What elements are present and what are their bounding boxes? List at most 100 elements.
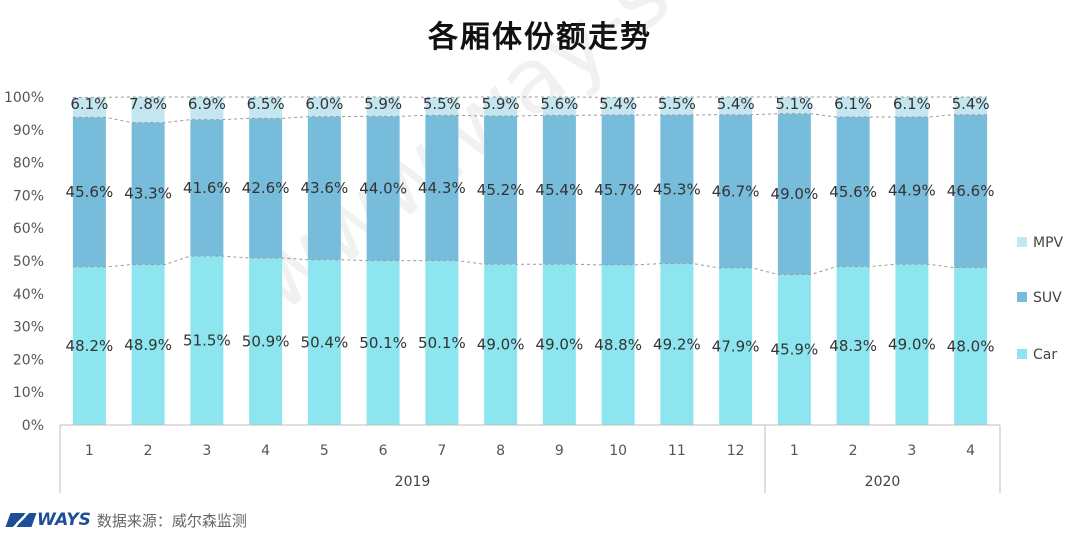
logo-text: WAYS bbox=[37, 510, 91, 530]
data-label-mpv: 5.4% bbox=[599, 95, 637, 113]
data-label-car: 50.1% bbox=[359, 334, 407, 352]
bar-suv bbox=[895, 117, 929, 265]
bar-mpv bbox=[249, 97, 283, 119]
data-label-suv: 41.6% bbox=[183, 179, 231, 197]
x-tick-label: 5 bbox=[320, 443, 329, 459]
x-tick-label: 8 bbox=[496, 443, 505, 459]
x-tick-label: 2 bbox=[849, 443, 858, 459]
bar-suv bbox=[542, 115, 576, 265]
x-tick-label: 6 bbox=[379, 443, 388, 459]
data-label-mpv: 6.1% bbox=[834, 95, 872, 113]
bar-car bbox=[719, 267, 753, 425]
footer: WAYS 数据来源：威尔森监测 bbox=[5, 507, 247, 533]
data-label-car: 49.0% bbox=[536, 336, 584, 354]
data-label-car: 48.3% bbox=[829, 337, 877, 355]
data-label-mpv: 5.5% bbox=[423, 95, 461, 113]
data-label-car: 51.5% bbox=[183, 332, 231, 350]
data-label-suv: 44.0% bbox=[359, 180, 407, 198]
bar-car bbox=[307, 259, 341, 425]
y-tick-label: 30% bbox=[13, 320, 44, 336]
data-label-suv: 49.0% bbox=[771, 185, 819, 203]
x-tick-label: 7 bbox=[437, 443, 446, 459]
boundary-line-suv bbox=[72, 113, 988, 124]
bar-suv bbox=[660, 115, 694, 264]
data-label-suv: 45.2% bbox=[477, 181, 525, 199]
data-label-mpv: 6.9% bbox=[188, 95, 226, 113]
data-label-suv: 43.3% bbox=[124, 185, 172, 203]
data-label-mpv: 5.1% bbox=[775, 95, 813, 113]
data-label-mpv: 5.9% bbox=[364, 95, 402, 113]
data-label-suv: 44.9% bbox=[888, 182, 936, 200]
bar-car bbox=[954, 267, 988, 425]
x-tick-label: 10 bbox=[609, 443, 627, 459]
x-tick-label: 3 bbox=[202, 443, 211, 459]
data-label-car: 50.9% bbox=[242, 333, 290, 351]
data-label-mpv: 5.5% bbox=[658, 95, 696, 113]
legend-label-suv: SUV bbox=[1033, 290, 1062, 306]
data-label-car: 47.9% bbox=[712, 337, 760, 355]
bar-suv bbox=[954, 114, 988, 268]
legend-label-car: Car bbox=[1033, 347, 1057, 363]
data-label-suv: 45.4% bbox=[536, 181, 584, 199]
data-label-mpv: 5.9% bbox=[482, 95, 520, 113]
bar-suv bbox=[366, 116, 400, 261]
y-tick-label: 40% bbox=[13, 287, 44, 303]
bar-mpv bbox=[777, 97, 811, 114]
bar-suv bbox=[484, 116, 518, 265]
bar-suv bbox=[307, 116, 341, 260]
data-label-mpv: 5.4% bbox=[717, 95, 755, 113]
y-tick-label: 70% bbox=[13, 188, 44, 204]
x-tick-label: 2 bbox=[144, 443, 153, 459]
boundary-line-car bbox=[72, 255, 988, 275]
bar-suv bbox=[425, 115, 459, 261]
bar-mpv bbox=[954, 97, 988, 115]
bar-car bbox=[131, 264, 165, 425]
x-group-label: 2020 bbox=[865, 474, 901, 490]
y-tick-label: 100% bbox=[4, 90, 44, 106]
bar-suv bbox=[249, 118, 283, 259]
data-label-suv: 45.3% bbox=[653, 180, 701, 198]
y-tick-label: 0% bbox=[22, 418, 44, 434]
bar-suv bbox=[601, 115, 635, 265]
data-label-car: 48.8% bbox=[594, 336, 642, 354]
bar-suv bbox=[131, 122, 165, 265]
data-label-car: 50.4% bbox=[301, 333, 349, 351]
bar-mpv bbox=[601, 97, 635, 116]
x-tick-label: 11 bbox=[668, 443, 686, 459]
bar-mpv bbox=[836, 97, 870, 118]
y-tick-label: 10% bbox=[13, 385, 44, 401]
data-label-car: 48.0% bbox=[947, 337, 995, 355]
data-label-car: 48.2% bbox=[66, 337, 114, 355]
source-text: 数据来源：威尔森监测 bbox=[96, 511, 247, 530]
bar-car bbox=[660, 263, 694, 425]
x-tick-label: 9 bbox=[555, 443, 564, 459]
data-label-mpv: 6.1% bbox=[70, 95, 108, 113]
bar-mpv bbox=[307, 97, 341, 117]
bar-car bbox=[425, 260, 459, 425]
data-label-car: 49.0% bbox=[477, 336, 525, 354]
bar-car bbox=[777, 274, 811, 425]
bar-mpv bbox=[895, 97, 929, 118]
data-label-mpv: 6.5% bbox=[247, 95, 285, 113]
legend-swatch-mpv bbox=[1017, 237, 1027, 247]
data-label-car: 50.1% bbox=[418, 334, 466, 352]
x-tick-label: 1 bbox=[790, 443, 799, 459]
data-label-suv: 46.7% bbox=[712, 182, 760, 200]
bar-mpv bbox=[484, 97, 518, 117]
bar-car bbox=[249, 258, 283, 425]
data-label-suv: 44.3% bbox=[418, 179, 466, 197]
bar-mpv bbox=[719, 97, 753, 115]
data-label-suv: 42.6% bbox=[242, 179, 290, 197]
data-label-mpv: 5.6% bbox=[540, 95, 578, 113]
data-label-suv: 45.6% bbox=[66, 183, 114, 201]
data-label-mpv: 7.8% bbox=[129, 95, 167, 113]
data-label-car: 45.9% bbox=[771, 341, 819, 359]
x-tick-label: 4 bbox=[261, 443, 270, 459]
bar-car bbox=[601, 264, 635, 425]
x-tick-label: 12 bbox=[727, 443, 745, 459]
y-tick-label: 80% bbox=[13, 156, 44, 172]
legend-swatch-suv bbox=[1017, 292, 1027, 302]
bar-mpv bbox=[131, 97, 165, 123]
bar-car bbox=[836, 266, 870, 425]
